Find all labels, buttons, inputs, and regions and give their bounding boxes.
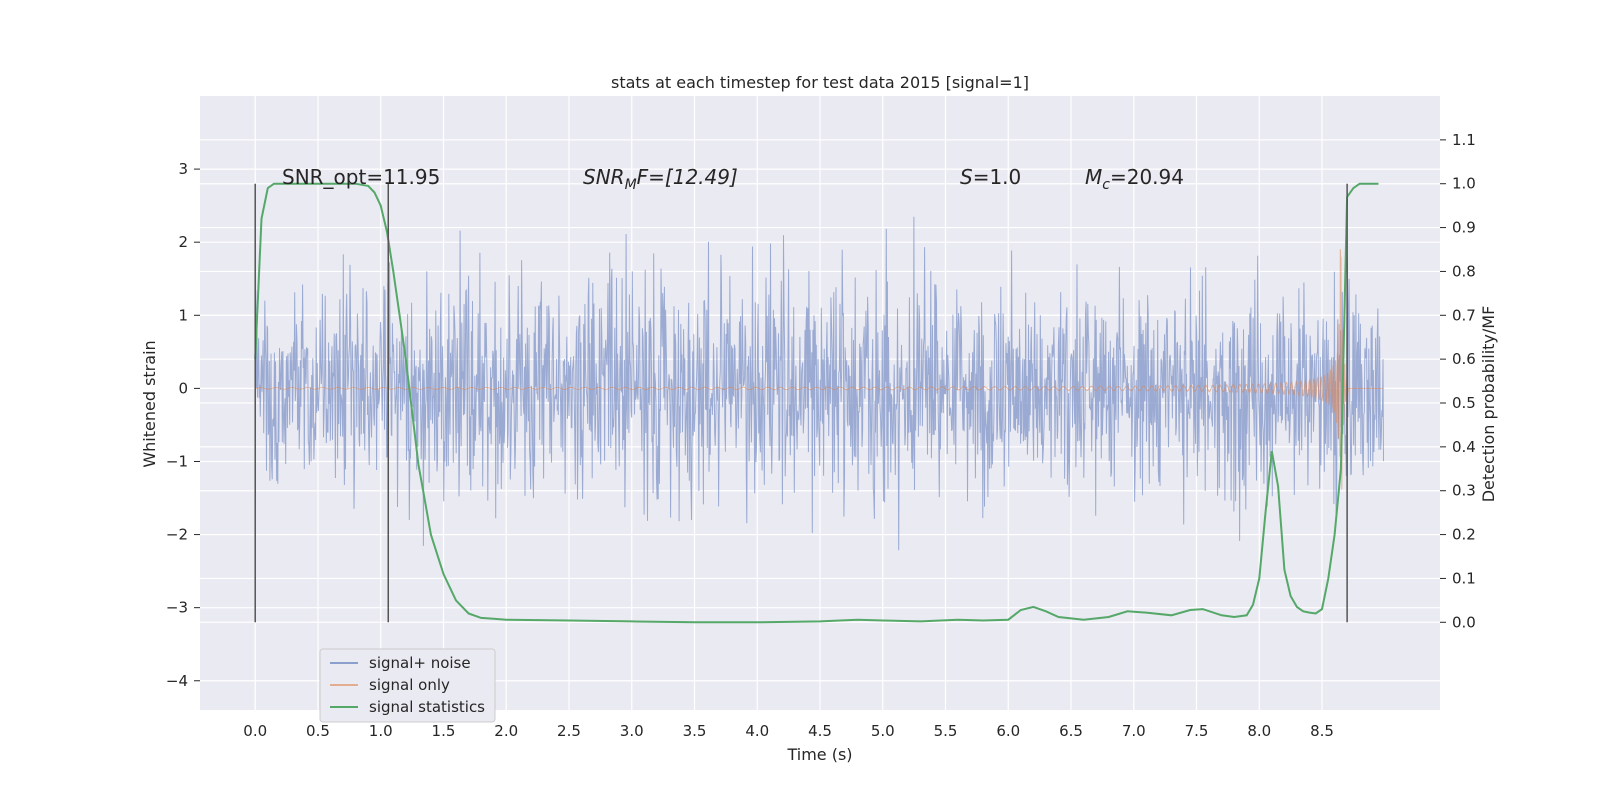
annotation-snr-opt: SNR_opt=11.95 [282, 165, 440, 189]
legend-label-signal-statistics: signal statistics [369, 698, 485, 716]
x-tick-label: 8.0 [1247, 722, 1271, 740]
y-tick-label: 2 [178, 233, 188, 251]
y2-tick-label: 0.7 [1452, 306, 1476, 324]
y2-tick-label: 0.4 [1452, 438, 1476, 456]
x-tick-label: 0.5 [306, 722, 330, 740]
series-signal-noise [254, 216, 1384, 551]
x-tick-label: 0.0 [243, 722, 267, 740]
x-tick-label: 2.5 [557, 722, 581, 740]
statistics-line [254, 182, 1379, 624]
legend: signal+ noise signal only signal statist… [319, 648, 496, 723]
series-signal-only [255, 249, 1384, 490]
x-tick-label: 4.0 [745, 722, 769, 740]
annotation-snr-mf: SNRMF=[12.49] [583, 165, 738, 193]
y2-tick-label: 0.0 [1452, 613, 1476, 631]
series-signal-statistics [254, 182, 1379, 624]
x-tick-label: 7.5 [1185, 722, 1209, 740]
x-axis-ticks: 0.0 0.5 1.0 1.5 2.0 2.5 3.0 3.5 4.0 4.5 5.0 5.5 6.0 6… [243, 722, 1334, 740]
x-tick-label: 8.5 [1310, 722, 1334, 740]
y2-axis-label: Detection probability/MF [1479, 306, 1498, 503]
y-axis-ticks: −4 −3 −2 −1 0 1 2 3 [166, 160, 200, 690]
chirp-line [255, 249, 1384, 490]
x-tick-label: 3.5 [683, 722, 707, 740]
noise-line [254, 216, 1384, 551]
y2-tick-label: 0.3 [1452, 482, 1476, 500]
y2-tick-label: 1.0 [1452, 175, 1476, 193]
annotation-mc: Mc=20.94 [1085, 165, 1184, 193]
y-tick-label: −2 [166, 526, 188, 544]
x-axis-label: Time (s) [786, 745, 852, 764]
y-tick-label: −1 [166, 452, 188, 470]
y2-tick-label: 0.9 [1452, 219, 1476, 237]
y2-tick-label: 0.5 [1452, 394, 1476, 412]
y-tick-label: −4 [166, 672, 188, 690]
x-tick-label: 2.0 [494, 722, 518, 740]
y-tick-label: 1 [178, 306, 188, 324]
chart-title: stats at each timestep for test data 201… [611, 73, 1029, 92]
x-tick-label: 4.5 [808, 722, 832, 740]
y-tick-label: −3 [166, 599, 188, 617]
y2-axis-ticks: 0.0 0.1 0.2 0.3 0.4 0.5 0.6 0.7 0.8 0.9 1.0 1.1 [1440, 131, 1476, 631]
x-tick-label: 6.0 [996, 722, 1020, 740]
legend-label-signal-only: signal only [369, 676, 450, 694]
x-tick-label: 7.0 [1122, 722, 1146, 740]
y2-tick-label: 0.8 [1452, 262, 1476, 280]
y-tick-label: 3 [178, 160, 188, 178]
x-tick-label: 6.5 [1059, 722, 1083, 740]
x-tick-label: 1.5 [432, 722, 456, 740]
x-tick-label: 5.0 [871, 722, 895, 740]
y2-tick-label: 0.6 [1452, 350, 1476, 368]
y2-tick-label: 0.1 [1452, 569, 1476, 587]
vertical-markers [254, 183, 1348, 623]
annotation-s: S=1.0 [960, 165, 1021, 189]
y-tick-label: 0 [178, 379, 188, 397]
legend-label-signal-noise: signal+ noise [369, 654, 471, 672]
x-tick-label: 3.0 [620, 722, 644, 740]
legend-box [319, 648, 496, 723]
y-axis-label: Whitened strain [140, 340, 159, 467]
x-tick-label: 5.5 [934, 722, 958, 740]
y2-tick-label: 0.2 [1452, 526, 1476, 544]
y2-tick-label: 1.1 [1452, 131, 1476, 149]
x-tick-label: 1.0 [369, 722, 393, 740]
